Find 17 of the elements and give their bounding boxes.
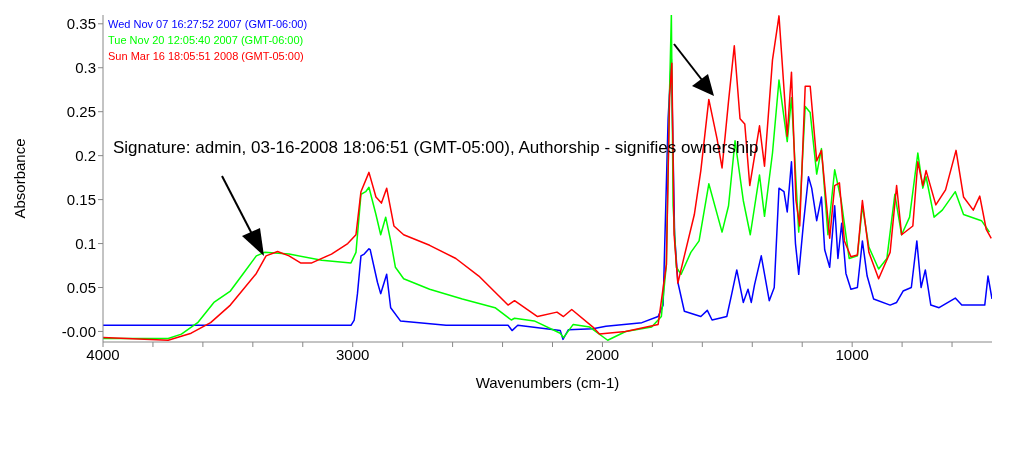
y-tick-label: 0.1 [75,234,96,252]
y-tick-label: 0.3 [75,59,96,77]
y-tick-label: 0.05 [66,278,96,296]
y-tick-label: 0.2 [75,146,96,164]
y-tick-label: 0.35 [66,15,96,33]
y-axis-title: Absorbance [11,138,29,219]
x-tick-label: 2000 [585,345,620,363]
text: Tue Nov 20 12:05:40 2007 (GMT-06:00) [108,33,305,48]
y-tick-label: 0.25 [66,103,96,121]
y-tick-label: 0.15 [66,190,96,208]
x-tick-label: 3000 [336,345,370,363]
x-tick-label: 1000 [835,345,869,363]
y-tick-label: -0.00 [61,322,96,340]
text: Sun Mar 16 18:05:51 2008 (GMT-05:00) [108,49,305,64]
x-axis-title: Wavenumbers (cm-1) [475,374,620,391]
x-tick-label: 4000 [86,345,120,363]
text: Wed Nov 07 16:27:52 2007 (GMT-06:00) [108,17,309,32]
